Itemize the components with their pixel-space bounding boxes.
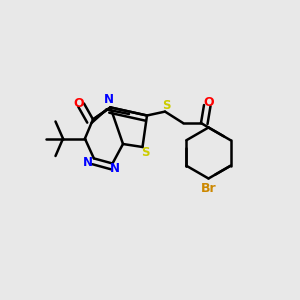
Text: N: N: [110, 162, 120, 176]
Text: O: O: [73, 97, 84, 110]
Text: S: S: [141, 146, 150, 160]
Text: Br: Br: [201, 182, 216, 196]
Text: N: N: [83, 155, 93, 169]
Text: N: N: [104, 93, 114, 106]
Text: O: O: [203, 95, 214, 109]
Text: S: S: [162, 99, 171, 112]
